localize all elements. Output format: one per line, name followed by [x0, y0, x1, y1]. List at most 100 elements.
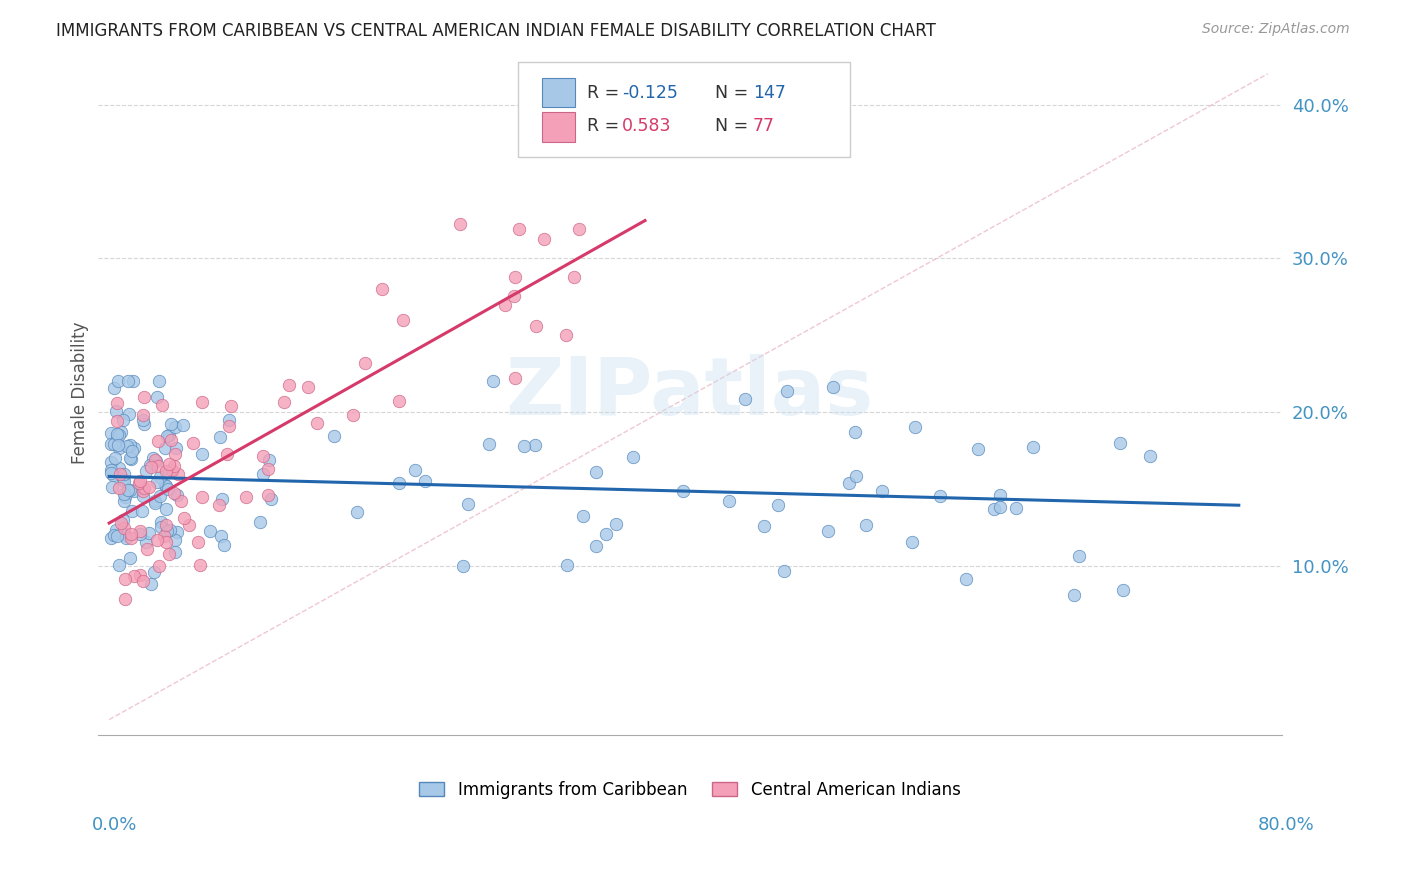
Point [1139, 450, 1161, 464]
Point [187, 535, 209, 549]
Point [478, 437, 501, 451]
Point [118, 483, 141, 497]
Point [353, 356, 375, 370]
Point [114, 527, 136, 541]
Point [142, 565, 165, 579]
Point [114, 592, 136, 607]
Point [120, 451, 142, 466]
Point [146, 458, 169, 473]
Point [136, 541, 159, 556]
Point [108, 442, 131, 456]
Point [155, 479, 177, 493]
Point [149, 515, 172, 529]
Point [170, 493, 193, 508]
Point [838, 475, 860, 490]
Point [120, 531, 142, 545]
Point [155, 501, 177, 516]
Point [138, 480, 160, 494]
Point [110, 516, 132, 530]
Text: Source: ZipAtlas.com: Source: ZipAtlas.com [1202, 22, 1350, 37]
Point [157, 457, 180, 471]
Point [273, 395, 295, 409]
Point [163, 459, 186, 474]
Point [120, 526, 142, 541]
Point [172, 417, 194, 432]
Point [672, 484, 695, 499]
Point [555, 328, 578, 343]
Point [157, 547, 180, 561]
Point [260, 492, 283, 507]
Point [156, 482, 179, 496]
Point [160, 463, 183, 477]
Point [235, 490, 257, 504]
Point [371, 282, 394, 296]
Point [122, 483, 145, 498]
Point [513, 439, 536, 453]
Point [111, 472, 134, 486]
Point [153, 529, 176, 543]
Point [157, 465, 180, 479]
Point [1069, 549, 1091, 564]
Y-axis label: Female Disability: Female Disability [72, 322, 89, 464]
Point [117, 483, 139, 497]
Point [115, 439, 138, 453]
Point [323, 429, 346, 443]
Point [107, 558, 129, 572]
Point [105, 426, 128, 441]
Point [346, 505, 368, 519]
Point [112, 520, 135, 534]
Point [107, 481, 129, 495]
Point [146, 434, 169, 448]
Point [249, 515, 271, 529]
Point [107, 427, 129, 442]
Point [155, 518, 177, 533]
Point [533, 232, 555, 246]
Point [132, 574, 155, 588]
Point [166, 524, 188, 539]
Point [855, 518, 877, 533]
Point [505, 270, 527, 285]
Point [449, 217, 471, 231]
Point [219, 399, 242, 413]
FancyBboxPatch shape [541, 112, 575, 142]
Point [132, 489, 155, 503]
Point [121, 443, 143, 458]
Point [259, 453, 281, 467]
Point [901, 535, 924, 549]
Point [155, 535, 177, 549]
Point [145, 494, 167, 508]
Point [121, 374, 143, 388]
Point [107, 438, 129, 452]
Point [179, 517, 201, 532]
Point [145, 390, 167, 404]
Point [112, 486, 135, 500]
Point [451, 559, 474, 574]
Text: R =: R = [586, 117, 624, 135]
Point [139, 458, 162, 472]
Point [413, 474, 436, 488]
Point [821, 380, 844, 394]
Point [928, 489, 950, 503]
Point [1108, 436, 1130, 450]
Point [159, 434, 181, 448]
Point [128, 474, 150, 488]
Text: 0.0%: 0.0% [91, 816, 136, 834]
Point [1063, 588, 1085, 602]
Point [209, 430, 232, 444]
Point [503, 371, 526, 385]
Point [118, 451, 141, 466]
Point [100, 437, 122, 451]
Point [844, 425, 866, 439]
Point [392, 313, 415, 327]
Text: -0.125: -0.125 [623, 84, 678, 102]
Point [155, 477, 177, 491]
Point [153, 441, 176, 455]
Point [142, 451, 165, 466]
Point [143, 496, 166, 510]
Point [132, 481, 155, 495]
Point [165, 545, 187, 559]
Point [111, 512, 134, 526]
Point [157, 428, 180, 442]
Point [768, 498, 790, 512]
FancyBboxPatch shape [519, 62, 849, 157]
